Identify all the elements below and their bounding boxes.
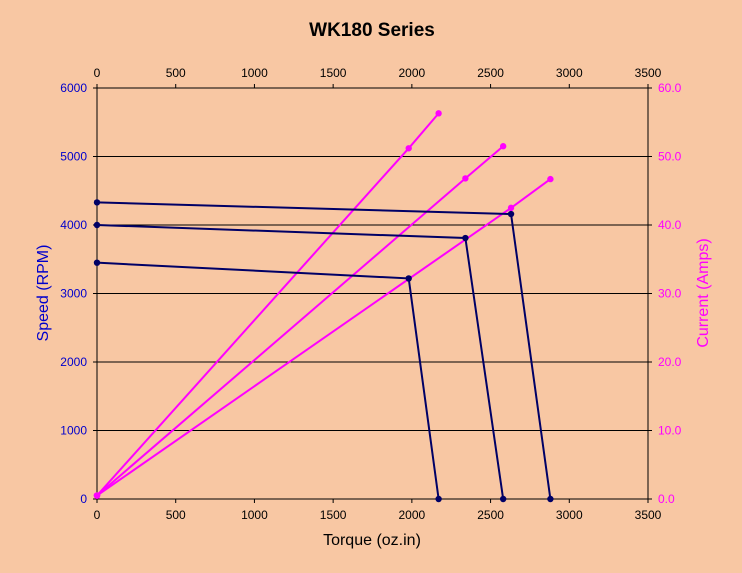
y-left-axis-label: Speed (RPM) xyxy=(35,245,52,342)
current-line-0 xyxy=(96,112,440,497)
y-left-tick-label-3: 3000 xyxy=(60,287,87,301)
speed-line-0 xyxy=(96,261,440,500)
x-tick-label-bottom-4: 2000 xyxy=(399,508,426,522)
y-right-tick-label-4: 40.0 xyxy=(658,218,682,232)
y-right-tick-label-0: 0.0 xyxy=(658,492,675,506)
x-tick-label-top-7: 3500 xyxy=(635,66,662,80)
current-point-1-1 xyxy=(462,175,469,182)
current-point-0-1 xyxy=(405,145,412,152)
speed-point-0-0 xyxy=(93,259,101,266)
x-tick-label-top-5: 2500 xyxy=(477,66,504,80)
current-point-2-1 xyxy=(507,204,515,212)
chart-title: WK180 Series xyxy=(309,20,435,41)
speed-point-1-0 xyxy=(93,221,101,229)
y-right-axis-label: Current (Amps) xyxy=(695,238,712,347)
speed-point-1-1 xyxy=(462,234,469,242)
y-right-tick-label-1: 10.0 xyxy=(658,424,682,438)
current-line-1 xyxy=(96,145,504,497)
x-tick-label-top-3: 1500 xyxy=(320,66,347,80)
x-tick-label-bottom-1: 500 xyxy=(166,508,186,522)
plot-area: 0050050010001000150015002000200025002500… xyxy=(60,66,681,522)
x-tick-label-bottom-6: 3000 xyxy=(556,508,583,522)
current-point-2-0 xyxy=(93,492,101,499)
y-left-tick-label-6: 6000 xyxy=(60,81,87,95)
speed-point-2-0 xyxy=(93,199,101,206)
x-tick-label-bottom-0: 0 xyxy=(94,508,101,522)
current-point-0-2 xyxy=(435,110,442,117)
y-left-tick-label-0: 0 xyxy=(80,492,87,506)
x-tick-label-top-4: 2000 xyxy=(399,66,426,80)
x-tick-label-top-1: 500 xyxy=(166,66,186,80)
y-left-tick-label-1: 1000 xyxy=(60,424,87,438)
x-tick-label-bottom-5: 2500 xyxy=(477,508,504,522)
speed-point-1-2 xyxy=(499,495,507,503)
y-right-tick-label-2: 20.0 xyxy=(658,355,682,369)
x-tick-label-top-6: 3000 xyxy=(556,66,583,80)
y-right-tick-label-5: 50.0 xyxy=(658,150,682,164)
x-tick-label-bottom-2: 1000 xyxy=(241,508,268,522)
speed-point-0-1 xyxy=(405,275,412,282)
current-point-1-2 xyxy=(499,143,507,150)
speed-point-2-1 xyxy=(507,210,515,218)
speed-point-2-2 xyxy=(547,495,554,503)
speed-point-0-2 xyxy=(435,495,442,503)
y-right-tick-label-6: 60.0 xyxy=(658,81,682,95)
x-tick-label-top-2: 1000 xyxy=(241,66,268,80)
x-axis-label: Torque (oz.in) xyxy=(323,532,421,549)
y-left-tick-label-2: 2000 xyxy=(60,355,87,369)
x-tick-label-bottom-3: 1500 xyxy=(320,508,347,522)
y-left-tick-label-5: 5000 xyxy=(60,150,87,164)
y-right-tick-label-3: 30.0 xyxy=(658,287,682,301)
x-tick-label-top-0: 0 xyxy=(94,66,101,80)
y-left-tick-label-4: 4000 xyxy=(60,218,87,232)
x-tick-label-bottom-7: 3500 xyxy=(635,508,662,522)
current-point-2-2 xyxy=(547,175,554,183)
